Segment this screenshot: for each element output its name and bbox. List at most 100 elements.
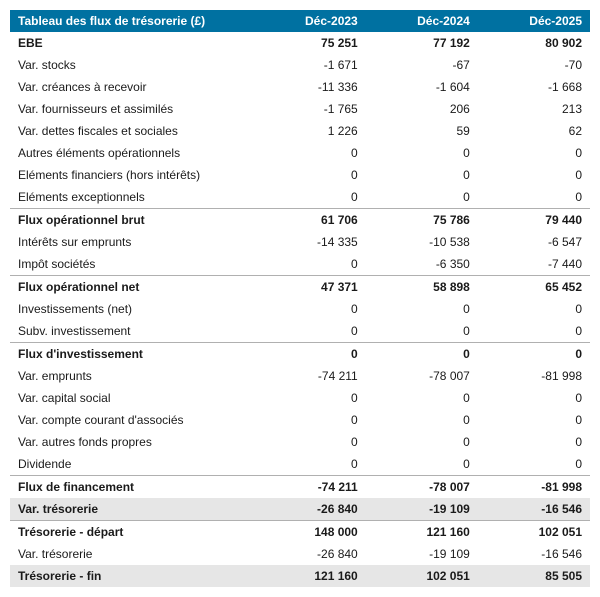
row-value: -16 546 (478, 498, 590, 521)
row-value: 0 (254, 453, 366, 476)
row-label: Eléments financiers (hors intérêts) (10, 164, 254, 186)
row-value: -1 604 (366, 76, 478, 98)
header-row: Tableau des flux de trésorerie (£) Déc-2… (10, 10, 590, 32)
header-title: Tableau des flux de trésorerie (£) (10, 10, 254, 32)
row-value: -7 440 (478, 253, 590, 276)
row-value: 0 (366, 343, 478, 366)
table-row: Var. trésorerie-26 840-19 109-16 546 (10, 498, 590, 521)
table-row: Eléments financiers (hors intérêts)000 (10, 164, 590, 186)
table-row: Var. autres fonds propres000 (10, 431, 590, 453)
table-row: Investissements (net)000 (10, 298, 590, 320)
header-col-2: Déc-2024 (366, 10, 478, 32)
row-value: 1 226 (254, 120, 366, 142)
table-row: Intérêts sur emprunts-14 335-10 538-6 54… (10, 231, 590, 253)
row-label: Trésorerie - fin (10, 565, 254, 587)
row-value: 0 (254, 186, 366, 209)
row-value: 0 (478, 409, 590, 431)
row-value: -1 765 (254, 98, 366, 120)
table-row: Flux opérationnel brut61 70675 78679 440 (10, 209, 590, 232)
row-value: -1 671 (254, 54, 366, 76)
row-value: 0 (254, 298, 366, 320)
row-value: -26 840 (254, 543, 366, 565)
table-row: Eléments exceptionnels000 (10, 186, 590, 209)
row-value: 0 (366, 186, 478, 209)
table-row: Trésorerie - départ148 000121 160102 051 (10, 521, 590, 544)
row-value: 121 160 (366, 521, 478, 544)
row-value: -6 547 (478, 231, 590, 253)
row-value: -16 546 (478, 543, 590, 565)
table-row: Var. capital social000 (10, 387, 590, 409)
row-value: 0 (478, 387, 590, 409)
row-label: Flux opérationnel brut (10, 209, 254, 232)
row-value: 59 (366, 120, 478, 142)
row-value: 0 (478, 164, 590, 186)
table-row: Autres éléments opérationnels000 (10, 142, 590, 164)
row-value: -67 (366, 54, 478, 76)
row-value: 47 371 (254, 276, 366, 299)
row-value: 0 (478, 453, 590, 476)
row-value: -81 998 (478, 365, 590, 387)
row-value: -14 335 (254, 231, 366, 253)
row-value: -26 840 (254, 498, 366, 521)
row-value: 0 (254, 431, 366, 453)
row-value: 0 (254, 409, 366, 431)
row-value: 0 (478, 320, 590, 343)
row-label: Trésorerie - départ (10, 521, 254, 544)
row-value: -19 109 (366, 543, 478, 565)
row-value: 0 (366, 298, 478, 320)
row-value: 0 (366, 387, 478, 409)
row-value: 0 (366, 164, 478, 186)
row-value: 0 (366, 453, 478, 476)
row-value: 79 440 (478, 209, 590, 232)
row-value: -19 109 (366, 498, 478, 521)
table-row: Flux de financement-74 211-78 007-81 998 (10, 476, 590, 499)
row-value: 0 (366, 320, 478, 343)
row-label: Var. créances à recevoir (10, 76, 254, 98)
row-value: 148 000 (254, 521, 366, 544)
row-value: 80 902 (478, 32, 590, 54)
row-value: -74 211 (254, 365, 366, 387)
table-row: Flux d'investissement000 (10, 343, 590, 366)
row-value: 0 (254, 320, 366, 343)
row-label: Intérêts sur emprunts (10, 231, 254, 253)
row-label: Var. trésorerie (10, 498, 254, 521)
row-value: -70 (478, 54, 590, 76)
row-value: 213 (478, 98, 590, 120)
row-value: 102 051 (478, 521, 590, 544)
row-value: 0 (366, 409, 478, 431)
row-value: -11 336 (254, 76, 366, 98)
row-label: Var. fournisseurs et assimilés (10, 98, 254, 120)
row-label: Autres éléments opérationnels (10, 142, 254, 164)
row-value: 0 (254, 164, 366, 186)
row-value: 0 (478, 298, 590, 320)
table-row: Var. stocks-1 671-67-70 (10, 54, 590, 76)
row-label: Var. emprunts (10, 365, 254, 387)
table-row: Dividende000 (10, 453, 590, 476)
row-label: Var. dettes fiscales et sociales (10, 120, 254, 142)
row-value: 0 (254, 142, 366, 164)
row-label: Investissements (net) (10, 298, 254, 320)
row-value: -6 350 (366, 253, 478, 276)
row-value: 0 (366, 431, 478, 453)
row-label: Flux de financement (10, 476, 254, 499)
table-row: Var. trésorerie-26 840-19 109-16 546 (10, 543, 590, 565)
row-label: Var. trésorerie (10, 543, 254, 565)
row-value: 0 (254, 343, 366, 366)
row-value: -78 007 (366, 365, 478, 387)
row-label: Flux opérationnel net (10, 276, 254, 299)
row-label: Var. stocks (10, 54, 254, 76)
row-label: EBE (10, 32, 254, 54)
row-value: 61 706 (254, 209, 366, 232)
row-value: -10 538 (366, 231, 478, 253)
row-value: 58 898 (366, 276, 478, 299)
row-value: 65 452 (478, 276, 590, 299)
table-row: Subv. investissement000 (10, 320, 590, 343)
row-value: 77 192 (366, 32, 478, 54)
table-row: Flux opérationnel net47 37158 89865 452 (10, 276, 590, 299)
row-value: 0 (478, 343, 590, 366)
row-label: Flux d'investissement (10, 343, 254, 366)
row-value: 206 (366, 98, 478, 120)
row-value: 0 (254, 253, 366, 276)
row-label: Subv. investissement (10, 320, 254, 343)
row-label: Var. capital social (10, 387, 254, 409)
